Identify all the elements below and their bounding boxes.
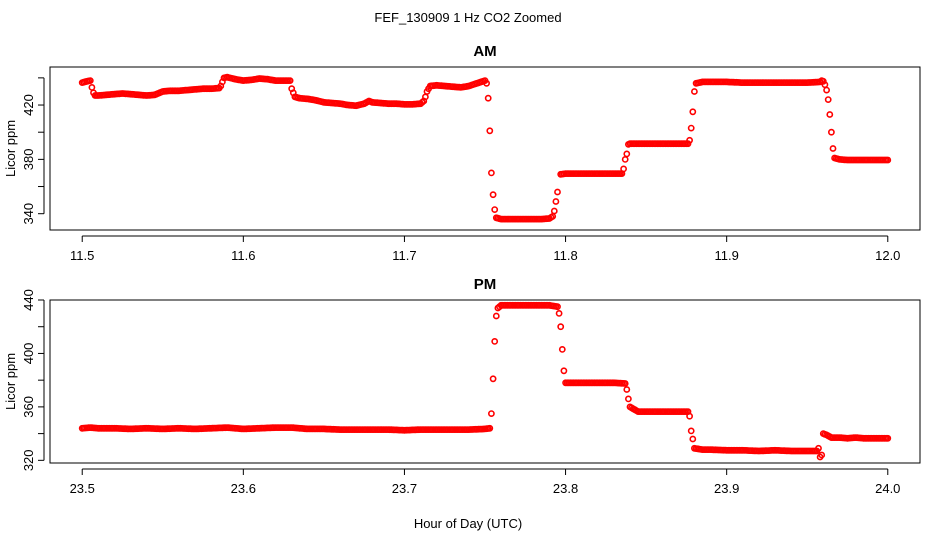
data-point [621, 380, 629, 387]
panel-pm-ylabel: Licor ppm [3, 353, 18, 410]
data-point [550, 207, 558, 215]
y-tick-label: 420 [21, 94, 36, 116]
data-point [684, 140, 692, 148]
data-point [623, 150, 631, 158]
data-point [88, 84, 96, 91]
x-axis-label: Hour of Day (UTC) [414, 516, 522, 531]
panel-am-plot-frame [49, 66, 921, 231]
data-point [823, 86, 830, 94]
panel-pm-title: PM [474, 276, 497, 293]
data-point [492, 312, 500, 320]
data-point [491, 206, 499, 213]
x-tick-label: 23.8 [553, 481, 578, 496]
data-point [286, 77, 294, 84]
y-tick-label: 340 [21, 203, 36, 225]
x-tick-label: 23.6 [231, 481, 256, 496]
data-point [486, 424, 494, 432]
x-tick-label: 11.5 [70, 248, 94, 263]
data-point [560, 367, 568, 375]
panel-am-title: AM [473, 43, 496, 60]
data-point [421, 93, 429, 101]
x-tick-label: 11.6 [231, 248, 255, 263]
data-point [686, 412, 693, 420]
x-tick-label: 23.5 [70, 481, 95, 496]
data-point [687, 427, 695, 435]
x-tick-label: 11.8 [553, 248, 577, 263]
y-tick-label: 400 [21, 343, 36, 365]
x-tick-label: 23.7 [392, 481, 417, 496]
data-point [826, 111, 834, 118]
data-point [884, 434, 892, 442]
data-point [687, 124, 695, 132]
data-point [621, 155, 629, 163]
y-tick-label: 320 [21, 449, 36, 471]
data-point [625, 395, 632, 403]
data-point [489, 375, 497, 383]
data-point [483, 79, 490, 87]
data-point [819, 77, 827, 85]
data-point [686, 136, 693, 144]
data-point [487, 169, 495, 177]
panel-pm: PM Licor ppm 23.5 23.6 23.7 23.8 23.9 24.0 32… [3, 276, 921, 496]
y-tick-label: 440 [21, 289, 36, 311]
data-point [487, 410, 495, 417]
x-tick-label: 11.9 [714, 248, 738, 263]
data-point [555, 309, 563, 317]
y-tick-label: 380 [21, 149, 36, 171]
panel-pm-series [78, 301, 892, 461]
data-point [557, 323, 565, 331]
panel-am-x-axis: 11.5 11.6 11.7 11.8 11.9 12.0 [70, 235, 900, 263]
panel-am-y-axis: 340 380 420 [21, 77, 45, 225]
data-point [552, 198, 560, 205]
y-tick-label: 360 [21, 396, 36, 418]
data-point [554, 188, 561, 196]
data-point [815, 444, 822, 452]
data-point [818, 451, 826, 459]
data-point [828, 128, 835, 136]
data-point [691, 88, 698, 95]
x-tick-label: 11.7 [392, 248, 416, 263]
data-point [689, 435, 697, 443]
data-point [489, 191, 497, 199]
panel-pm-x-axis: 23.5 23.6 23.7 23.8 23.9 24.0 [70, 468, 900, 496]
data-point [491, 337, 499, 345]
data-point [689, 108, 697, 116]
data-point [486, 127, 494, 135]
data-point [821, 81, 829, 89]
data-point [623, 386, 631, 393]
x-tick-label: 12.0 [875, 248, 900, 263]
data-point [829, 145, 837, 152]
figure-title: FEF_130909 1 Hz CO2 Zoomed [374, 10, 561, 25]
panel-pm-y-axis: 320 360 400 440 [21, 289, 45, 471]
x-tick-label: 23.9 [714, 481, 739, 496]
data-point [884, 156, 892, 164]
panel-am-ylabel: Licor ppm [3, 120, 18, 177]
data-point [558, 345, 566, 353]
panel-am-series [78, 73, 892, 223]
x-tick-label: 24.0 [875, 481, 900, 496]
data-point [554, 303, 561, 311]
panel-am: AM Licor ppm 11.5 11.6 11.7 11.8 11.9 12.0 34… [3, 43, 921, 263]
panel-pm-plot-frame [49, 299, 921, 464]
data-point [484, 94, 492, 102]
data-point [620, 165, 627, 173]
data-point [824, 96, 832, 103]
data-point [86, 77, 94, 84]
